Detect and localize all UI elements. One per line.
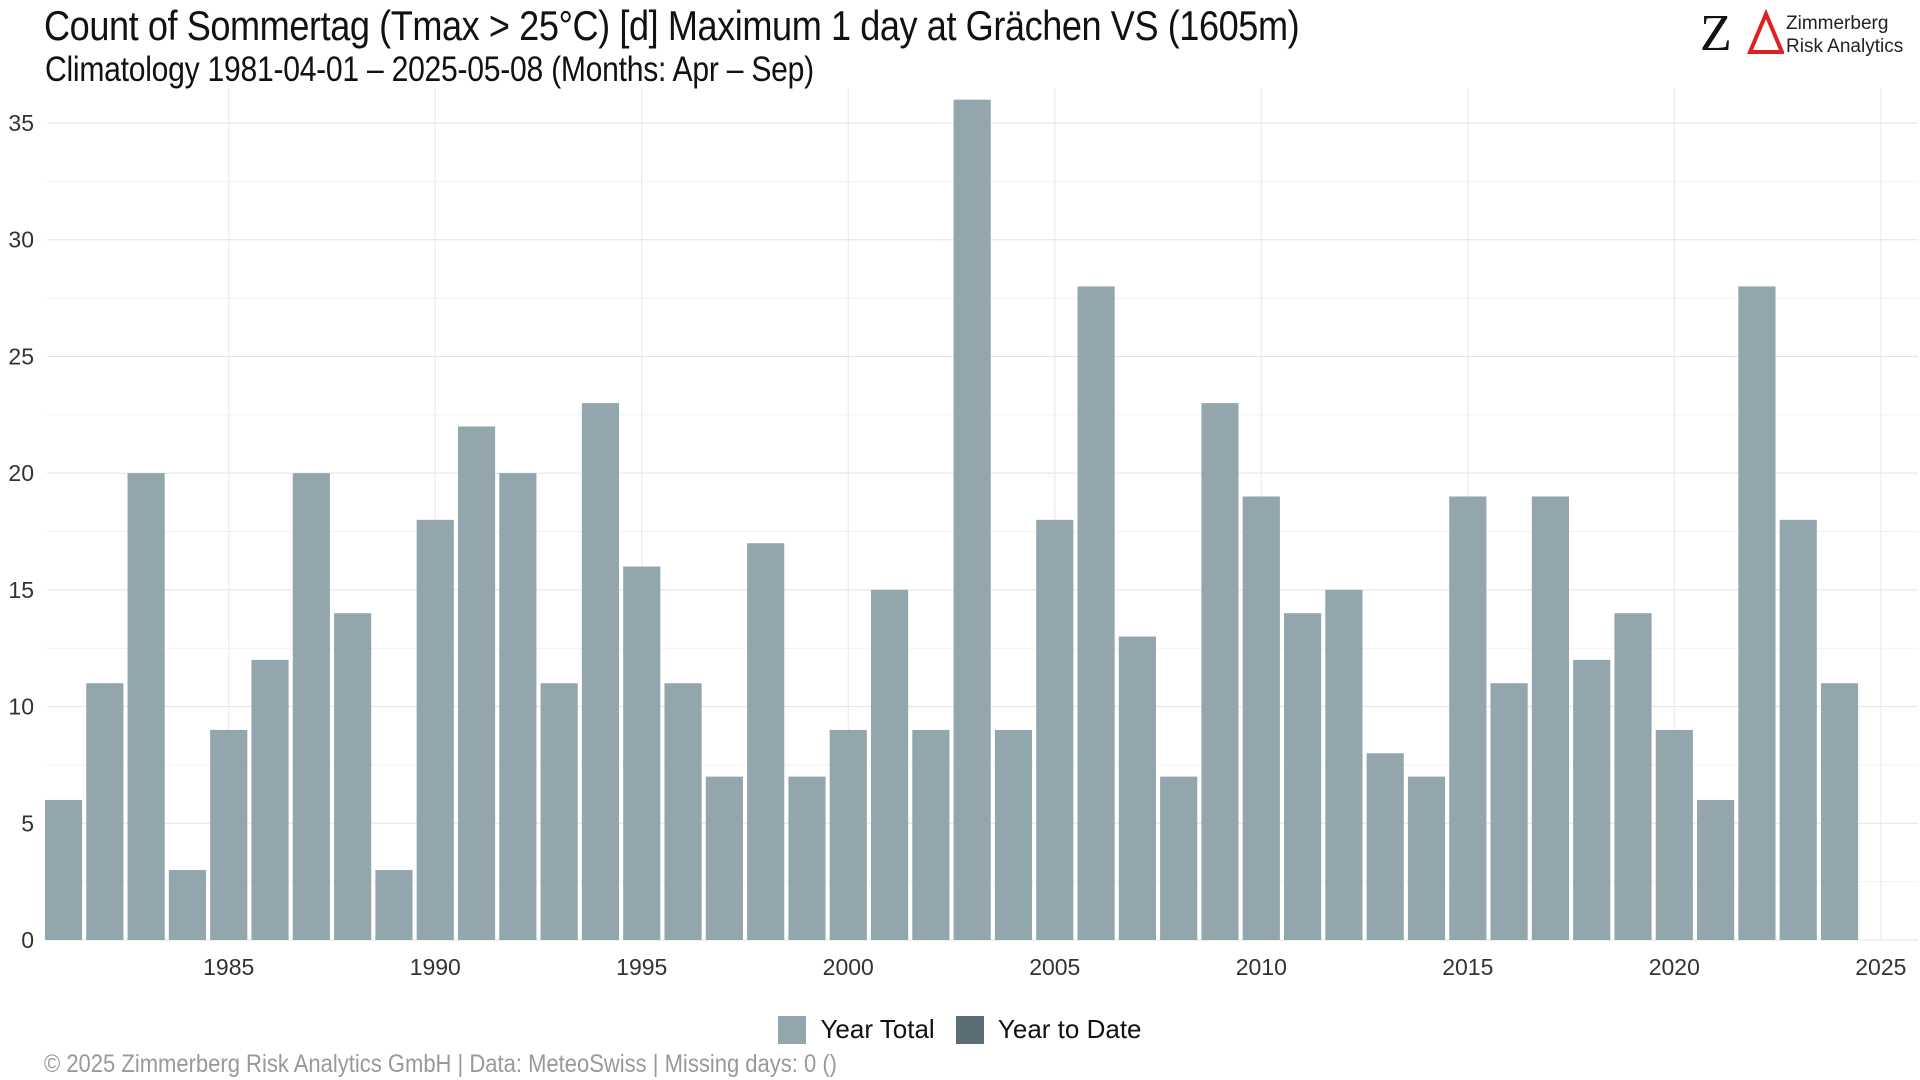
y-tick-label: 20: [8, 460, 34, 486]
bar-1990: [416, 519, 454, 940]
bar-1989: [375, 869, 413, 940]
x-tick-label: 1985: [203, 954, 254, 980]
x-axis-ticks: 1985 1990 1995 2000 2005 2010 2015 2020 2025: [203, 954, 1906, 980]
bar-2003: [953, 99, 991, 940]
x-tick-label: 2005: [1029, 954, 1080, 980]
bar-2002: [912, 729, 950, 940]
legend-swatch-year-to-date: [955, 1015, 984, 1044]
bar-2021: [1697, 799, 1735, 940]
bar-2020: [1655, 729, 1693, 940]
bar-2014: [1407, 776, 1446, 940]
y-tick-label: 15: [8, 577, 34, 603]
bar-2018: [1573, 659, 1611, 940]
bar-2023: [1779, 519, 1817, 940]
bar-1994: [581, 403, 620, 940]
bar-1996: [664, 683, 702, 940]
x-tick-label: 1995: [616, 954, 667, 980]
bar-2007: [1118, 636, 1156, 940]
logo-text-line2: Risk Analytics: [1786, 36, 1904, 57]
bar-1988: [334, 613, 372, 940]
y-axis-ticks: 0 5 10 15 20 25 30 35: [8, 110, 34, 953]
bar-2022: [1738, 286, 1776, 940]
bar-2008: [1160, 776, 1198, 940]
bar-2015: [1449, 496, 1487, 940]
bar-2013: [1366, 753, 1404, 940]
legend-label-year-total: Year Total: [820, 1014, 935, 1044]
bar-1995: [623, 566, 661, 940]
bar-1983: [127, 473, 165, 940]
bar-1985: [210, 729, 248, 940]
bar-2004: [994, 729, 1033, 940]
bar-1987: [292, 473, 330, 940]
legend-label-year-to-date: Year to Date: [997, 1014, 1142, 1044]
x-tick-label: 2010: [1236, 954, 1287, 980]
bar-2017: [1531, 496, 1569, 940]
y-tick-label: 5: [21, 810, 34, 836]
bar-2006: [1077, 286, 1115, 940]
bar-2019: [1614, 613, 1652, 940]
bar-1986: [251, 659, 289, 940]
legend-swatch-year-total: [778, 1015, 807, 1044]
bar-1998: [747, 543, 785, 940]
bar-1981: [44, 799, 83, 940]
bar-1991: [457, 426, 496, 940]
bar-1982: [86, 683, 124, 940]
company-logo: Z Zimmerberg Risk Analytics: [1700, 8, 1904, 64]
chart-subtitle: Climatology 1981-04-01 – 2025-05-08 (Mon…: [45, 50, 814, 89]
y-tick-label: 0: [21, 927, 34, 953]
bar-2005: [1036, 519, 1074, 940]
chart-legend: Year Total Year to Date: [0, 1014, 1920, 1051]
x-tick-label: 2000: [823, 954, 874, 980]
svg-text:Z: Z: [1700, 8, 1732, 58]
y-tick-label: 35: [8, 110, 34, 136]
bar-2001: [870, 589, 909, 940]
bar-1992: [499, 473, 537, 940]
bar-2016: [1490, 683, 1528, 940]
footer-credit: © 2025 Zimmerberg Risk Analytics GmbH | …: [44, 1050, 837, 1078]
bar-2010: [1242, 496, 1280, 940]
y-tick-label: 25: [8, 343, 34, 369]
bar-2000: [829, 729, 867, 940]
bar-2012: [1325, 589, 1363, 940]
y-tick-label: 30: [8, 227, 34, 253]
bar-1999: [788, 776, 826, 940]
bar-2024: [1820, 683, 1859, 940]
logo-text-line1: Zimmerberg: [1786, 13, 1889, 34]
bar-2011: [1284, 613, 1322, 940]
bar-1997: [705, 776, 743, 940]
x-tick-label: 2025: [1855, 954, 1906, 980]
legend-item-year-total: Year Total: [778, 1014, 935, 1045]
chart-bars: [44, 99, 1859, 940]
bar-2009: [1201, 403, 1239, 940]
y-tick-label: 10: [8, 694, 34, 720]
bar-1993: [540, 683, 578, 940]
chart-title: Count of Sommertag (Tmax > 25°C) [d] Max…: [44, 2, 1300, 49]
legend-item-year-to-date: Year to Date: [955, 1014, 1142, 1045]
bar-1984: [168, 869, 207, 940]
x-tick-label: 2020: [1649, 954, 1700, 980]
x-tick-label: 1990: [410, 954, 461, 980]
logo-mark-icon: Z: [1700, 8, 1784, 58]
x-tick-label: 2015: [1442, 954, 1493, 980]
